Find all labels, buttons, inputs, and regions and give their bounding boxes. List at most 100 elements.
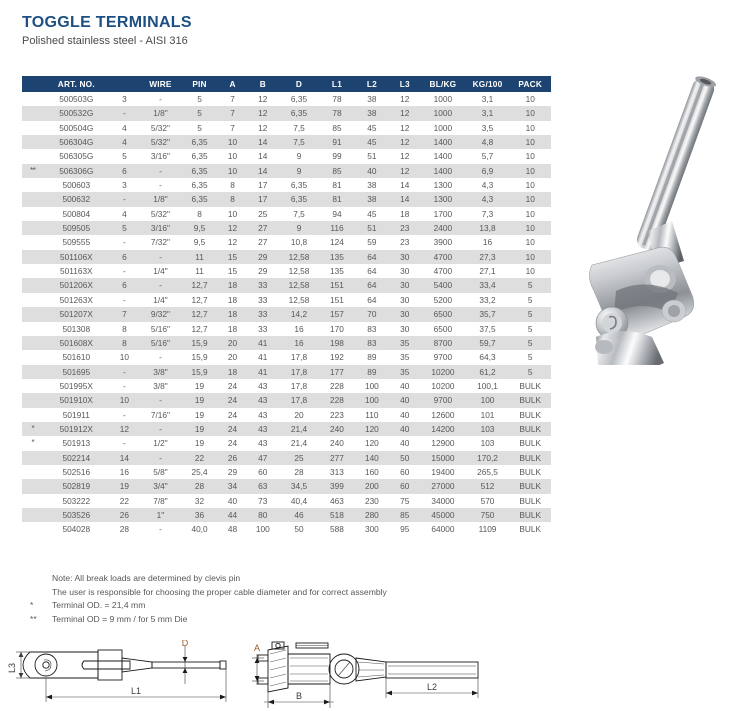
cell-l1: 240 xyxy=(319,421,355,437)
cell-d: 7,5 xyxy=(278,135,320,150)
table-row: 506304G 4 5/32" 6,35 10 14 7,5 91 45 12 1400 4,8 10 xyxy=(22,135,551,150)
table-row: 501910X 10-19 24 43 17,8 228 100 40 9700 100 BULK xyxy=(22,393,551,408)
cell-l2: 280 xyxy=(354,507,390,523)
cell-art-no: 502819 xyxy=(43,479,109,494)
cell-wire-mm: - xyxy=(109,292,140,308)
footnote-star-marker: * xyxy=(30,600,34,610)
cell-pin: 6,35 xyxy=(181,178,218,193)
cell-mark xyxy=(22,192,44,207)
cell-art-no: 500804 xyxy=(43,206,109,222)
cell-wire-mm: 12 xyxy=(109,421,140,437)
cell-wire-inch: 7/8" xyxy=(139,493,182,508)
cell-bl-kg: 1400 xyxy=(420,149,466,164)
cell-mark xyxy=(22,249,44,265)
cell-l3: 12 xyxy=(389,149,421,164)
cell-pin: 5 xyxy=(181,92,218,107)
cell-mark: ** xyxy=(22,163,44,179)
cell-pack: BULK xyxy=(509,421,551,437)
cell-d: 20 xyxy=(278,407,320,422)
cell-pack: BULK xyxy=(509,493,551,508)
cell-l3: 30 xyxy=(389,292,421,308)
col-header-a: A xyxy=(218,76,248,92)
cell-art-no: 501995X xyxy=(43,378,109,394)
cell-art-no: 500632 xyxy=(43,192,109,207)
cell-l2: 140 xyxy=(354,450,390,465)
cell-d: 9 xyxy=(278,149,320,164)
cell-l1: 99 xyxy=(319,149,355,164)
dim-label-l2: L2 xyxy=(427,682,437,692)
cell-l3: 30 xyxy=(389,264,421,279)
cell-l1: 151 xyxy=(319,278,355,293)
table-row: 501163X -1/4" 11 15 29 12,58 135 64 30 4700 27,1 10 xyxy=(22,264,551,279)
cell-b: 33 xyxy=(247,321,279,336)
cell-l2: 300 xyxy=(354,522,390,537)
cell-art-no: 501207X xyxy=(43,307,109,322)
cell-wire-inch: - xyxy=(139,278,182,293)
cell-bl-kg: 5200 xyxy=(420,292,466,308)
table-row: 501911-7/16" 19 24 43 20 223 110 40 12600 101 BULK xyxy=(22,407,551,422)
cell-l3: 40 xyxy=(389,407,421,422)
cell-art-no: 501608X xyxy=(43,335,109,351)
cell-art-no: 500603 xyxy=(43,178,109,193)
cell-pin: 19 xyxy=(181,436,218,451)
col-header-l3: L3 xyxy=(389,76,421,92)
cell-kg-100: 3,5 xyxy=(465,120,510,136)
cell-wire-inch: - xyxy=(139,450,182,465)
cell-mark xyxy=(22,106,44,121)
cell-bl-kg: 1000 xyxy=(420,106,466,121)
cell-l2: 38 xyxy=(354,92,390,107)
cell-pin: 25,4 xyxy=(181,464,218,480)
cell-a: 24 xyxy=(218,436,248,451)
cell-mark xyxy=(22,120,44,136)
cell-kg-100: 4,8 xyxy=(465,135,510,150)
cell-pack: 5 xyxy=(509,364,551,379)
cell-kg-100: 33,2 xyxy=(465,292,510,308)
specifications-table: ART. NO. WIRE PIN A B D L1 L2 L3 BL/KG K… xyxy=(22,76,551,537)
cell-mark xyxy=(22,378,44,394)
cell-wire-mm: 10 xyxy=(109,393,140,408)
cell-l3: 12 xyxy=(389,135,421,150)
cell-art-no: 501911 xyxy=(43,407,109,422)
cell-b: 12 xyxy=(247,92,279,107)
cell-art-no: 500532G xyxy=(43,106,109,121)
cell-l2: 51 xyxy=(354,221,390,236)
cell-kg-100: 35,7 xyxy=(465,307,510,322)
table-row: 501308 8 5/16" 12,7 18 33 16 170 83 30 6500 37,5 5 xyxy=(22,321,551,336)
cell-mark: * xyxy=(22,436,44,451)
drawing-section-view: A B L2 xyxy=(252,641,479,708)
cell-art-no: 501913 xyxy=(43,436,109,451)
cell-l1: 223 xyxy=(319,407,355,422)
cell-pin: 5 xyxy=(181,106,218,121)
cell-l2: 230 xyxy=(354,493,390,508)
cell-d: 7,5 xyxy=(278,120,320,136)
cell-wire-inch: 5/32" xyxy=(139,120,182,136)
cell-wire-inch: - xyxy=(139,421,182,437)
cell-wire-inch: - xyxy=(139,393,182,408)
cell-mark xyxy=(22,407,44,422)
cell-b: 73 xyxy=(247,493,279,508)
cell-mark xyxy=(22,149,44,164)
cell-art-no: 502516 xyxy=(43,464,109,480)
cell-mark xyxy=(22,178,44,193)
page-subtitle: Polished stainless steel - AISI 316 xyxy=(22,35,188,47)
cell-pin: 32 xyxy=(181,493,218,508)
cell-b: 12 xyxy=(247,106,279,121)
cell-b: 60 xyxy=(247,464,279,480)
cell-wire-mm: 16 xyxy=(109,464,140,480)
cell-mark xyxy=(22,479,44,494)
cell-d: 12,58 xyxy=(278,278,320,293)
cell-kg-100: 7,3 xyxy=(465,206,510,222)
cell-a: 18 xyxy=(218,364,248,379)
cell-wire-mm: 5 xyxy=(109,221,140,236)
cell-bl-kg: 14200 xyxy=(420,421,466,437)
cell-pin: 9,5 xyxy=(181,235,218,250)
cell-l2: 38 xyxy=(354,192,390,207)
cell-l1: 85 xyxy=(319,163,355,179)
cell-a: 18 xyxy=(218,292,248,308)
cell-d: 28 xyxy=(278,464,320,480)
cell-pin: 8 xyxy=(181,206,218,222)
cell-l1: 313 xyxy=(319,464,355,480)
dim-label-b: B xyxy=(296,691,302,701)
cell-mark xyxy=(22,307,44,322)
table-row: 500603 3-6,35 8 17 6,35 81 38 14 1300 4,3 10 xyxy=(22,178,551,193)
